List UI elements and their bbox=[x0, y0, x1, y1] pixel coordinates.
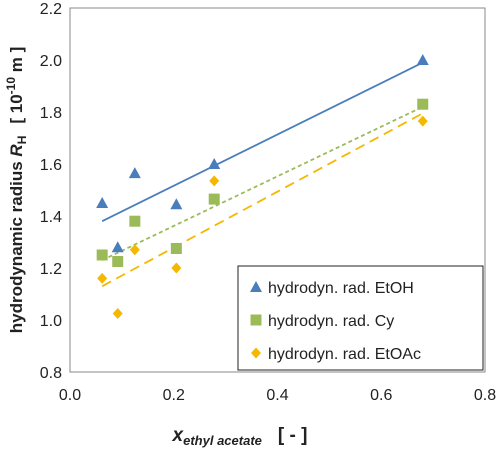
data-point bbox=[97, 272, 108, 284]
y-tick-label: 1.2 bbox=[40, 261, 62, 278]
x-axis-title-unit: [ - ] bbox=[278, 425, 308, 446]
data-point bbox=[111, 241, 124, 253]
legend-label: hydrodyn. rad. EtOH bbox=[268, 280, 414, 297]
x-axis-title: xethyl acetate [ - ] bbox=[172, 425, 308, 448]
x-tick-label: 0.2 bbox=[163, 387, 185, 404]
fit-line bbox=[101, 61, 424, 223]
y-tick-label: 2.2 bbox=[40, 1, 62, 18]
data-point bbox=[96, 197, 109, 208]
legend: hydrodyn. rad. EtOH hydrodyn. rad. Cy hydr… bbox=[237, 265, 484, 371]
y-tick-label: 1.4 bbox=[40, 209, 62, 226]
data-point bbox=[128, 167, 141, 179]
y-tick-label: 2.0 bbox=[40, 53, 62, 70]
data-point bbox=[208, 158, 221, 169]
x-axis-title-main: x bbox=[172, 425, 185, 446]
legend-box bbox=[237, 265, 484, 371]
legend-marker bbox=[251, 347, 261, 359]
y-tick-label: 1.6 bbox=[40, 157, 62, 174]
y-tick-labels: 0.8 1.0 1.2 1.4 1.6 1.8 2.0 2.2 bbox=[40, 1, 62, 382]
y-tick-label: 1.0 bbox=[40, 313, 62, 330]
data-point bbox=[170, 243, 182, 254]
x-axis-title-subscript: ethyl acetate bbox=[183, 433, 262, 448]
data-point bbox=[112, 256, 124, 267]
data-point bbox=[208, 193, 220, 205]
fit-line bbox=[101, 112, 424, 287]
y-axis-title: hydrodynamic radius RH [ 10-10 m ] bbox=[4, 47, 29, 334]
x-tick-label: 0.6 bbox=[370, 387, 392, 404]
data-point bbox=[170, 198, 183, 210]
x-tick-label: 0.4 bbox=[266, 387, 288, 404]
y-axis-title-main: hydrodynamic radius bbox=[7, 157, 26, 334]
data-point bbox=[417, 98, 429, 110]
x-tick-label: 0.0 bbox=[59, 387, 81, 404]
legend-label: hydrodyn. rad. EtOAc bbox=[268, 346, 421, 363]
data-point bbox=[416, 54, 429, 65]
data-points bbox=[96, 54, 429, 319]
y-axis-title-unit-exponent: -10 bbox=[4, 77, 18, 95]
y-tick-label: 0.8 bbox=[40, 365, 62, 382]
fit-lines bbox=[101, 61, 424, 287]
x-tick-label: 0.8 bbox=[474, 387, 496, 404]
data-point bbox=[129, 244, 140, 256]
y-tick-label: 1.8 bbox=[40, 105, 62, 122]
data-point bbox=[417, 115, 428, 127]
legend-marker bbox=[250, 281, 262, 292]
data-point bbox=[209, 175, 220, 187]
y-axis-title-unit-suffix: m ] bbox=[7, 47, 26, 77]
y-axis-title-subscript: H bbox=[15, 136, 29, 145]
data-point bbox=[96, 249, 108, 261]
y-axis-title-symbol: R bbox=[7, 144, 26, 157]
x-tick-labels: 0.0 0.2 0.4 0.6 0.8 bbox=[59, 387, 496, 404]
y-axis-title-unit-prefix: [ 10 bbox=[7, 94, 26, 123]
data-point bbox=[112, 308, 123, 319]
legend-marker bbox=[250, 314, 262, 326]
fit-line bbox=[101, 105, 424, 262]
data-point bbox=[129, 215, 141, 227]
data-point bbox=[171, 262, 182, 274]
legend-label: hydrodyn. rad. Cy bbox=[268, 313, 394, 330]
